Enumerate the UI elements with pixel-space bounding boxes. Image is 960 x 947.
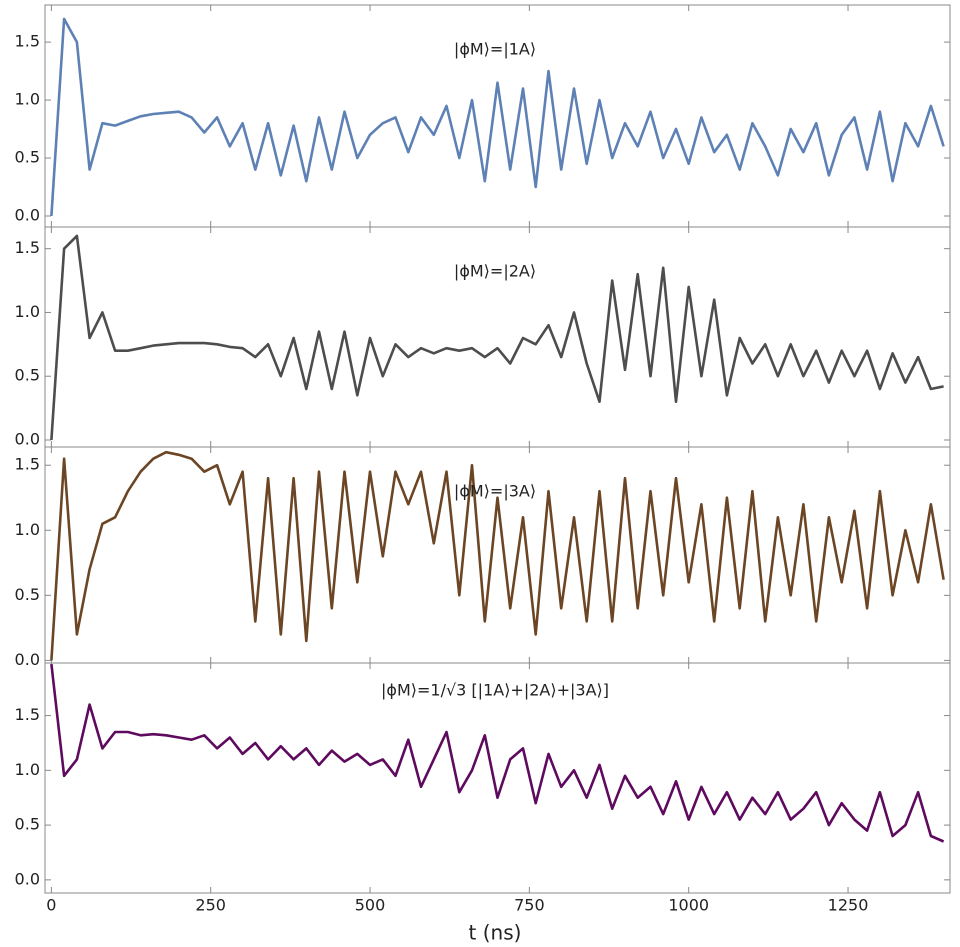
y-tick-label: 0.0 (15, 869, 40, 888)
y-tick-label: 1.0 (15, 90, 40, 109)
y-tick-label: 0.5 (15, 585, 40, 604)
line-series (50, 234, 944, 441)
y-tick-label: 1.5 (15, 455, 40, 474)
y-tick-label: 0.0 (15, 429, 40, 448)
x-axis-label: t (ns) (469, 921, 522, 945)
annotation: |ϕM⟩=1/√3 [|1A⟩+|2A⟩+|3A⟩] (381, 681, 609, 700)
y-tick-label: 0.5 (15, 366, 40, 385)
y-tick-label: 0.5 (15, 148, 40, 167)
y-tick-label: 1.5 (15, 705, 40, 724)
y-tick-label: 0.0 (15, 205, 40, 224)
plot-frame (44, 226, 951, 448)
plot-frame (44, 662, 951, 894)
x-tick-label: 250 (195, 896, 226, 915)
annotation: |ϕM⟩=|3A⟩ (454, 482, 536, 501)
line-series (50, 663, 945, 843)
y-tick-label: 1.0 (15, 302, 40, 321)
y-tick-label: 0.5 (15, 815, 40, 834)
y-tick-label: 1.5 (15, 32, 40, 51)
annotation: |ϕM⟩=|1A⟩ (454, 40, 536, 59)
x-tick-label: 1250 (828, 896, 869, 915)
y-tick-label: 0.0 (15, 650, 40, 669)
line-series (50, 450, 945, 661)
y-tick-label: 1.0 (15, 760, 40, 779)
plot-frame (44, 4, 951, 228)
x-tick-label: 500 (355, 896, 386, 915)
y-tick-label: 1.0 (15, 520, 40, 539)
y-tick-label: 1.5 (15, 238, 40, 257)
plot-frame (44, 446, 951, 664)
annotation: |ϕM⟩=|2A⟩ (454, 262, 536, 281)
x-tick-label: 1000 (668, 896, 709, 915)
line-series (50, 17, 945, 217)
x-tick-label: 750 (514, 896, 545, 915)
x-tick-label: 0 (46, 896, 56, 915)
